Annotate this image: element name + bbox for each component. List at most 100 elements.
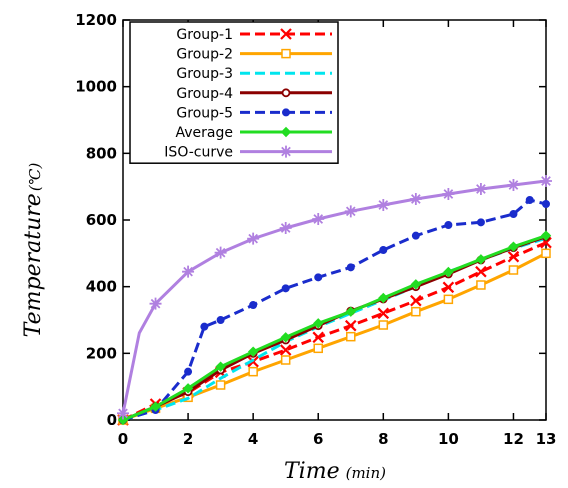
series-group-4 <box>118 232 551 425</box>
series-line-iso-curve <box>121 179 547 414</box>
data-point-average <box>540 230 552 241</box>
legend-label-group-1: Group-1 <box>176 27 233 43</box>
data-point-iso-curve <box>182 265 195 278</box>
legend-marker-iso-curve <box>280 145 292 158</box>
data-point-group-5 <box>411 231 420 240</box>
data-point-iso-curve <box>442 188 455 200</box>
y-axis-title: Temperature(℃) <box>21 163 46 338</box>
data-point-iso-curve <box>377 199 390 211</box>
x-tick-label: 12 <box>503 430 524 448</box>
x-axis-title-unit: (min) <box>346 464 387 482</box>
data-point-group-2 <box>541 248 551 259</box>
data-point-average <box>475 254 487 265</box>
data-point-group-1 <box>507 250 520 263</box>
data-point-group-5 <box>200 322 209 331</box>
data-point-average <box>313 318 324 329</box>
legend-box <box>129 21 339 164</box>
y-tick-label: 1200 <box>75 11 117 29</box>
data-point-group-5 <box>249 301 258 309</box>
data-point-group-1 <box>279 344 292 356</box>
data-point-average <box>280 332 291 343</box>
data-point-group-5 <box>216 316 225 324</box>
legend-label-group-2: Group-2 <box>176 47 233 63</box>
data-point-iso-curve <box>474 183 487 195</box>
data-point-iso-curve <box>540 175 552 187</box>
y-axis-title-main: Temperature <box>21 193 46 337</box>
series-line-average <box>122 234 547 422</box>
data-point-average <box>443 266 454 278</box>
y-tick-label: 400 <box>86 278 117 296</box>
y-tick-label: 600 <box>86 211 117 229</box>
data-point-group-5 <box>542 200 550 208</box>
data-point-average <box>182 383 194 394</box>
data-point-iso-curve <box>149 297 162 310</box>
data-point-group-5 <box>379 246 388 254</box>
series-iso-curve <box>117 175 552 420</box>
y-axis-title-unit: (℃) <box>26 163 44 192</box>
series-average <box>117 230 552 426</box>
series-line-group-2 <box>122 251 547 422</box>
x-tick-label: 8 <box>378 430 388 448</box>
data-point-group-2 <box>248 366 258 377</box>
data-point-group-2 <box>411 306 421 317</box>
data-point-group-2 <box>378 320 389 330</box>
data-point-group-5 <box>525 196 534 204</box>
data-point-group-1 <box>312 331 325 344</box>
data-point-group-2 <box>313 343 323 354</box>
data-point-group-2 <box>443 294 454 305</box>
data-point-average <box>508 241 519 252</box>
data-point-iso-curve <box>507 179 520 191</box>
data-point-group-2 <box>346 331 356 342</box>
data-point-iso-curve <box>117 407 129 420</box>
data-point-group-5 <box>444 221 453 229</box>
data-point-group-2 <box>215 380 226 390</box>
x-axis-title: Time (min) <box>284 459 386 484</box>
y-tick-label: 800 <box>86 144 117 162</box>
data-point-iso-curve <box>279 222 292 234</box>
data-point-iso-curve <box>409 193 422 205</box>
x-tick-label: 13 <box>536 430 557 448</box>
y-tick-label: 1000 <box>75 78 117 96</box>
data-point-average <box>247 346 259 357</box>
x-axis-title-main: Time <box>284 459 340 484</box>
data-point-group-2 <box>508 265 519 275</box>
x-tick-label: 4 <box>248 430 258 448</box>
data-point-group-1 <box>344 319 357 332</box>
legend-marker-group-1 <box>280 28 292 40</box>
legend-label-group-3: Group-3 <box>176 66 233 82</box>
data-point-average <box>378 292 389 304</box>
data-point-average <box>345 306 356 317</box>
data-point-group-5 <box>184 367 193 376</box>
legend-marker-average <box>280 126 292 138</box>
data-point-iso-curve <box>214 246 227 259</box>
data-point-average <box>117 414 129 426</box>
legend-marker-group-5 <box>282 108 290 117</box>
data-point-group-1 <box>410 294 422 307</box>
series-line-group-5 <box>122 198 547 422</box>
y-tick-label: 200 <box>86 344 117 362</box>
data-point-iso-curve <box>344 205 357 218</box>
data-point-iso-curve <box>247 232 260 245</box>
y-tick-label: 0 <box>107 411 117 429</box>
data-point-group-1 <box>475 265 487 278</box>
data-point-group-5 <box>346 263 355 272</box>
data-point-group-5 <box>281 284 290 293</box>
legend-label-group-4: Group-4 <box>176 86 233 102</box>
x-tick-label: 6 <box>313 430 323 448</box>
x-tick-label: 2 <box>183 430 193 448</box>
data-point-group-5 <box>476 218 485 227</box>
data-point-group-5 <box>509 210 518 218</box>
legend-marker-group-2 <box>281 48 291 59</box>
legend-label-iso-curve: ISO-curve <box>164 145 233 161</box>
legend-label-group-5: Group-5 <box>176 105 233 121</box>
data-point-average <box>410 279 422 290</box>
legend-marker-group-4 <box>281 88 291 98</box>
data-point-group-2 <box>280 355 291 365</box>
data-point-group-1 <box>442 281 455 294</box>
data-point-average <box>150 401 161 412</box>
series-line-group-3 <box>122 236 547 422</box>
legend-label-average: Average <box>176 125 234 141</box>
x-tick-label: 0 <box>118 430 128 448</box>
